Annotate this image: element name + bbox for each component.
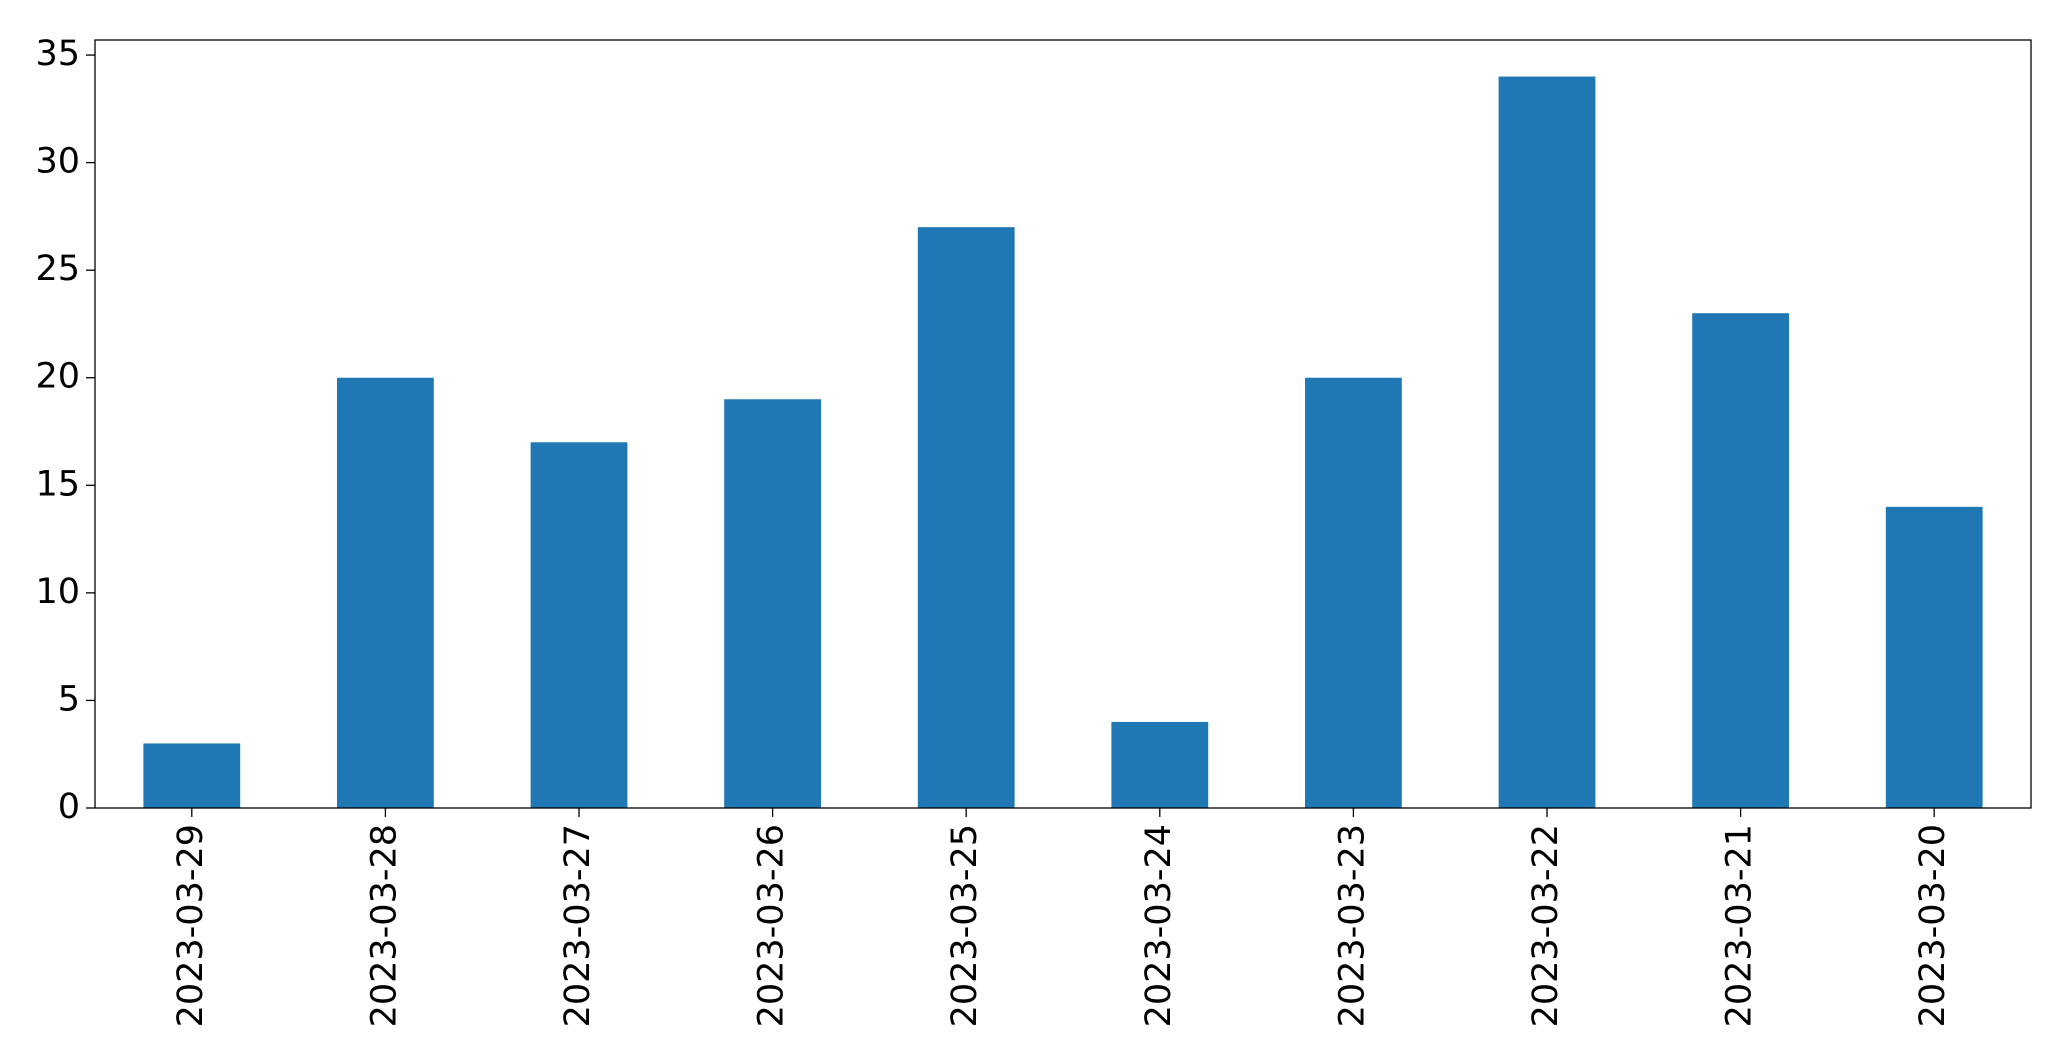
y-tick-label: 10: [35, 572, 80, 612]
x-tick-label: 2023-03-28: [364, 824, 404, 1027]
x-tick-label: 2023-03-24: [1139, 824, 1179, 1027]
x-tick-label: 2023-03-20: [1913, 824, 1953, 1027]
bar: [1111, 721, 1209, 808]
x-tick-label: 2023-03-26: [752, 824, 792, 1027]
x-tick-label: 2023-03-29: [171, 824, 211, 1027]
bar: [530, 442, 628, 808]
x-tick-label: 2023-03-27: [558, 824, 598, 1027]
bar: [143, 743, 241, 808]
bar: [1692, 313, 1789, 808]
bar: [337, 377, 434, 808]
x-tick-label: 2023-03-22: [1526, 824, 1566, 1027]
bar: [724, 399, 821, 808]
y-tick-label: 25: [35, 249, 80, 289]
bar: [917, 227, 1015, 808]
y-tick-label: 20: [35, 357, 80, 397]
x-tick-label: 2023-03-23: [1332, 824, 1372, 1027]
x-tick-label: 2023-03-25: [945, 824, 985, 1027]
x-tick-label: 2023-03-21: [1720, 824, 1760, 1027]
plot-frame: [94, 39, 2032, 809]
y-tick-label: 0: [58, 787, 80, 827]
bar: [1498, 76, 1596, 809]
bar: [1885, 506, 1983, 808]
bar: [1305, 377, 1402, 808]
y-tick-label: 5: [58, 679, 80, 719]
y-tick-label: 30: [35, 142, 80, 182]
y-tick-label: 15: [35, 464, 80, 504]
y-tick-label: 35: [35, 34, 80, 74]
